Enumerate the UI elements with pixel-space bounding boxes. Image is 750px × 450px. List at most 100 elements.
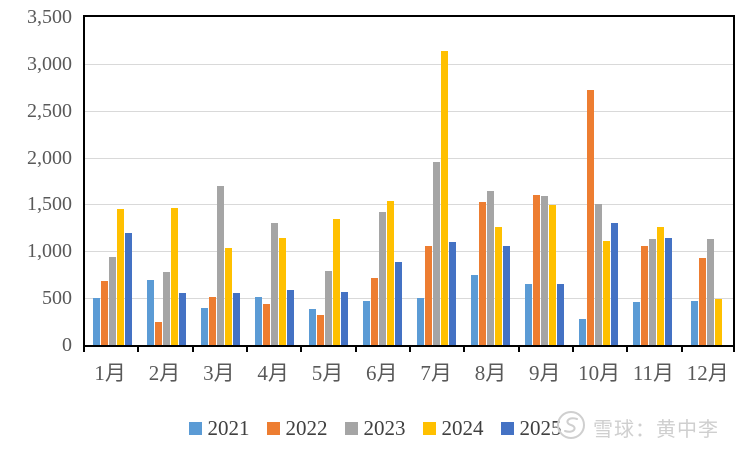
bar-2025-6月 <box>394 261 402 345</box>
legend-swatch-2021 <box>188 421 202 435</box>
bar-group-5月 <box>301 17 355 345</box>
bar-2023-4月 <box>270 223 278 345</box>
x-tick-label-7月: 7月 <box>420 361 452 385</box>
x-tick-label-6月: 6月 <box>366 361 398 385</box>
bar-2021-4月 <box>254 297 262 345</box>
legend-item-2025: 2025 <box>500 416 562 440</box>
y-tick-label-1,500: 1,500 <box>27 193 72 216</box>
legend-label-2024: 2024 <box>441 416 484 440</box>
x-tick-label-11月: 11月 <box>632 361 675 385</box>
bar-group-9月 <box>517 17 571 345</box>
y-axis: 0 500 1,000 1,500 2,000 2,500 3,000 3,500 <box>0 0 72 450</box>
bar-2024-3月 <box>224 248 232 345</box>
bar-2024-12月 <box>714 299 722 345</box>
bar-group-2月 <box>139 17 193 345</box>
bar-2023-7月 <box>432 162 440 345</box>
bar-2023-2月 <box>162 271 170 345</box>
bar-group-7月 <box>409 17 463 345</box>
bar-2021-9月 <box>524 284 532 345</box>
y-tick-label-3,000: 3,000 <box>27 52 72 75</box>
gridline-2000 <box>85 157 733 159</box>
bar-2023-11月 <box>648 239 656 345</box>
bar-2023-3月 <box>216 185 224 345</box>
legend-swatch-2025 <box>500 421 514 435</box>
y-tick-label-500: 500 <box>42 287 72 310</box>
legend-swatch-2022 <box>266 421 280 435</box>
bar-2024-8月 <box>494 226 502 345</box>
bar-group-1月 <box>85 17 139 345</box>
bar-2023-6月 <box>378 211 386 345</box>
x-tick-label-8月: 8月 <box>474 361 507 385</box>
bar-2021-6月 <box>362 300 370 345</box>
bar-2025-4月 <box>286 289 294 345</box>
bar-2023-9月 <box>540 196 548 345</box>
legend-item-2021: 2021 <box>188 416 250 440</box>
bars-row <box>85 17 733 345</box>
x-tick-label-9月: 9月 <box>529 361 561 385</box>
bar-2025-3月 <box>232 293 240 345</box>
bar-2025-10月 <box>610 223 618 345</box>
bar-2024-11月 <box>656 226 664 345</box>
x-tick-label-4月: 4月 <box>257 361 289 385</box>
x-tick-label-3月: 3月 <box>203 361 235 385</box>
bar-2022-11月 <box>640 245 648 345</box>
bar-2021-3月 <box>200 307 208 345</box>
x-tick-label-2月: 2月 <box>148 361 181 385</box>
bar-2025-2月 <box>178 292 186 345</box>
bar-2023-1月 <box>108 256 116 345</box>
bar-2021-5月 <box>308 309 316 345</box>
x-tick-label-10月: 10月 <box>578 361 621 385</box>
x-tick-label-5月: 5月 <box>311 361 344 385</box>
x-tick-label-12月: 12月 <box>686 361 729 385</box>
bar-2024-4月 <box>278 238 286 345</box>
bar-group-12月 <box>679 17 733 345</box>
bar-2022-5月 <box>316 315 324 345</box>
bar-2025-9月 <box>556 284 564 345</box>
bar-2022-4月 <box>262 303 270 345</box>
bar-2025-8月 <box>502 245 510 345</box>
gridline-3000 <box>85 63 733 65</box>
legend-label-2022: 2022 <box>285 416 328 440</box>
bar-group-3月 <box>193 17 247 345</box>
bar-2021-11月 <box>632 301 640 345</box>
legend-swatch-2024 <box>422 421 436 435</box>
bar-2022-1月 <box>100 281 108 345</box>
gridline-1500 <box>85 204 733 206</box>
bar-2022-10月 <box>586 90 594 345</box>
legend-swatch-2023 <box>344 421 358 435</box>
bar-group-6月 <box>355 17 409 345</box>
legend: 2021 2022 2023 2024 2025 <box>0 412 750 444</box>
bar-group-8月 <box>463 17 517 345</box>
bar-2025-11月 <box>664 238 672 345</box>
bar-2023-12月 <box>706 239 714 345</box>
gridline-500 <box>85 298 733 300</box>
bar-2022-7月 <box>424 245 432 345</box>
bar-2021-12月 <box>690 300 698 345</box>
bar-2024-6月 <box>386 200 394 345</box>
y-tick-label-1,000: 1,000 <box>27 240 72 263</box>
bar-group-4月 <box>247 17 301 345</box>
bar-2023-5月 <box>324 270 332 345</box>
bar-2024-7月 <box>440 50 448 345</box>
legend-label-2021: 2021 <box>207 416 250 440</box>
legend-label-2025: 2025 <box>519 416 562 440</box>
bar-2024-9月 <box>548 205 556 345</box>
y-tick-label-2,000: 2,000 <box>27 146 72 169</box>
bar-2025-5月 <box>340 291 348 345</box>
bar-2022-3月 <box>208 297 216 345</box>
bar-2021-7月 <box>416 298 424 345</box>
bar-2024-10月 <box>602 240 610 345</box>
bar-2022-2月 <box>154 321 162 345</box>
x-axis: 1月 2月 3月 4月 5月 6月 7月 8月 9月 10月 11月 12月 <box>83 358 735 388</box>
bar-2024-2月 <box>170 208 178 345</box>
y-tick-label-2,500: 2,500 <box>27 99 72 122</box>
gridline-2500 <box>85 110 733 112</box>
bar-2024-5月 <box>332 218 340 345</box>
bar-2024-1月 <box>116 209 124 345</box>
bar-group-10月 <box>571 17 625 345</box>
legend-item-2022: 2022 <box>266 416 328 440</box>
bar-2025-1月 <box>124 232 132 345</box>
bar-2022-9月 <box>532 195 540 345</box>
bar-2023-10月 <box>594 203 602 345</box>
plot-area <box>83 15 735 347</box>
